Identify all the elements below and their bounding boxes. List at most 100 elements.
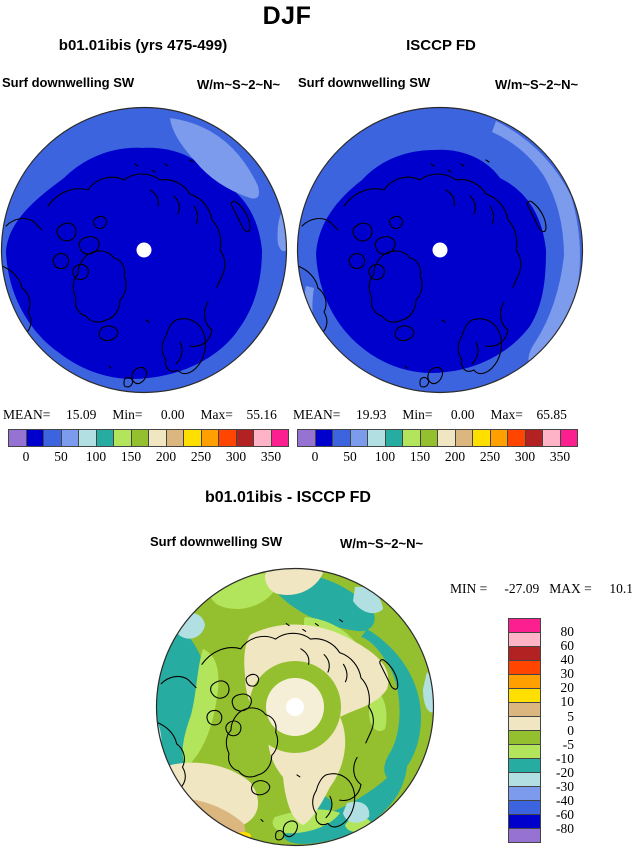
colorbar-tick: 300 xyxy=(514,449,536,464)
diff-colorbar-label: 60 xyxy=(560,638,575,653)
colorbar-cell xyxy=(509,745,540,759)
colorbar-tick: 350 xyxy=(260,449,282,464)
colorbar-tick: 200 xyxy=(155,449,177,464)
model-field-label: Surf downwelling SW xyxy=(2,75,135,90)
colorbar-cell xyxy=(149,430,167,446)
model-units-label: W/m~S~2~N~ xyxy=(197,77,281,92)
colorbar-cell xyxy=(385,430,403,446)
diff-colorbar-label: 80 xyxy=(560,624,575,639)
colorbar-tick: 250 xyxy=(479,449,501,464)
colorbar-tick: 50 xyxy=(54,449,68,464)
colorbar-tick: 300 xyxy=(225,449,247,464)
colorbar-cell xyxy=(403,430,421,446)
min-label: Min= xyxy=(402,407,433,422)
colorbar-cell xyxy=(9,430,27,446)
colorbar-cell xyxy=(560,430,577,446)
obs-colorbar xyxy=(297,429,578,447)
colorbar-cell xyxy=(509,689,540,703)
diff-colorbar-label: -10 xyxy=(556,751,574,766)
diff-colorbar-label: -80 xyxy=(556,821,574,836)
colorbar-cell xyxy=(350,430,368,446)
colorbar-cell xyxy=(420,430,438,446)
colorbar-cell xyxy=(298,430,316,446)
colorbar-cell xyxy=(509,801,540,815)
mean-value: 15.09 xyxy=(66,407,97,422)
colorbar-cell xyxy=(254,430,272,446)
colorbar-cell xyxy=(201,430,219,446)
colorbar-cell xyxy=(455,430,473,446)
min-value: -27.09 xyxy=(504,581,540,596)
colorbar-cell xyxy=(315,430,333,446)
obs-units-label: W/m~S~2~N~ xyxy=(495,77,579,92)
max-value: 65.85 xyxy=(536,407,567,422)
model-interior-region xyxy=(6,147,262,379)
colorbar-tick: 200 xyxy=(444,449,466,464)
colorbar-cell xyxy=(236,430,254,446)
diff-pole-dot xyxy=(286,698,304,716)
mean-label: MEAN= xyxy=(3,407,51,422)
max-value: 10.19 xyxy=(609,581,632,596)
colorbar-cell xyxy=(509,829,540,842)
colorbar-tick: 350 xyxy=(549,449,571,464)
diff-map-outline xyxy=(155,567,435,847)
diff-map xyxy=(155,567,435,847)
colorbar-cell xyxy=(438,430,456,446)
diff-field-label: Surf downwelling SW xyxy=(150,534,283,549)
colorbar-cell xyxy=(333,430,351,446)
model-panel-title: b01.01ibis (yrs 475-499) xyxy=(58,37,228,54)
colorbar-tick: 100 xyxy=(85,449,107,464)
colorbar-cell xyxy=(131,430,149,446)
min-label: MIN = xyxy=(450,581,488,596)
colorbar-cell xyxy=(509,647,540,661)
colorbar-cell xyxy=(509,633,540,647)
colorbar-cell xyxy=(509,675,540,689)
min-label: Min= xyxy=(112,407,143,422)
colorbar-cell xyxy=(509,759,540,773)
diff-colorbar-label: -40 xyxy=(556,793,574,808)
diff-colorbar-label: 0 xyxy=(567,723,574,738)
colorbar-cell xyxy=(509,731,540,745)
mean-label: MEAN= xyxy=(293,407,341,422)
diff-colorbar-label: 40 xyxy=(560,652,575,667)
colorbar-tick: 50 xyxy=(343,449,357,464)
colorbar-cell xyxy=(509,703,540,717)
obs-field-label: Surf downwelling SW xyxy=(298,75,431,90)
diff-colorbar-label: -30 xyxy=(556,779,574,794)
max-label: Max= xyxy=(490,407,523,422)
model-map xyxy=(0,106,288,394)
diff-colorbar-label: -5 xyxy=(562,737,574,752)
colorbar-cell xyxy=(509,815,540,829)
colorbar-cell xyxy=(79,430,97,446)
colorbar-cell xyxy=(508,430,526,446)
colorbar-cell xyxy=(509,717,540,731)
diff-stats-line: MIN = -27.09 MAX = 10.19 xyxy=(450,581,632,597)
colorbar-cell xyxy=(509,787,540,801)
obs-stats-line: MEAN= 19.93 Min= 0.00 Max= 65.85 xyxy=(293,407,567,423)
colorbar-cell xyxy=(61,430,79,446)
colorbar-cell xyxy=(490,430,508,446)
colorbar-cell xyxy=(543,430,561,446)
obs-map-outline xyxy=(296,106,584,394)
model-colorbar xyxy=(8,429,289,447)
model-stats-line: MEAN= 15.09 Min= 0.00 Max= 55.16 xyxy=(3,407,277,423)
colorbar-tick: 250 xyxy=(190,449,212,464)
colorbar-cell xyxy=(166,430,184,446)
colorbar-cell xyxy=(368,430,386,446)
colorbar-cell xyxy=(509,661,540,675)
colorbar-cell xyxy=(509,619,540,633)
colorbar-cell xyxy=(271,430,288,446)
diff-colorbar-label: 10 xyxy=(560,694,575,709)
colorbar-cell xyxy=(473,430,491,446)
colorbar-tick: 0 xyxy=(22,449,30,464)
colorbar-cell xyxy=(525,430,543,446)
model-map-outline xyxy=(0,106,288,394)
obs-panel-title: ISCCP FD xyxy=(406,37,476,54)
colorbar-cell xyxy=(96,430,114,446)
diff-colorbar-label: -20 xyxy=(556,765,574,780)
colorbar-cell xyxy=(44,430,62,446)
obs-interior-region xyxy=(316,149,546,373)
diff-colorbar-label: 5 xyxy=(567,709,574,724)
min-value: 0.00 xyxy=(450,407,475,422)
colorbar-cell xyxy=(509,773,540,787)
